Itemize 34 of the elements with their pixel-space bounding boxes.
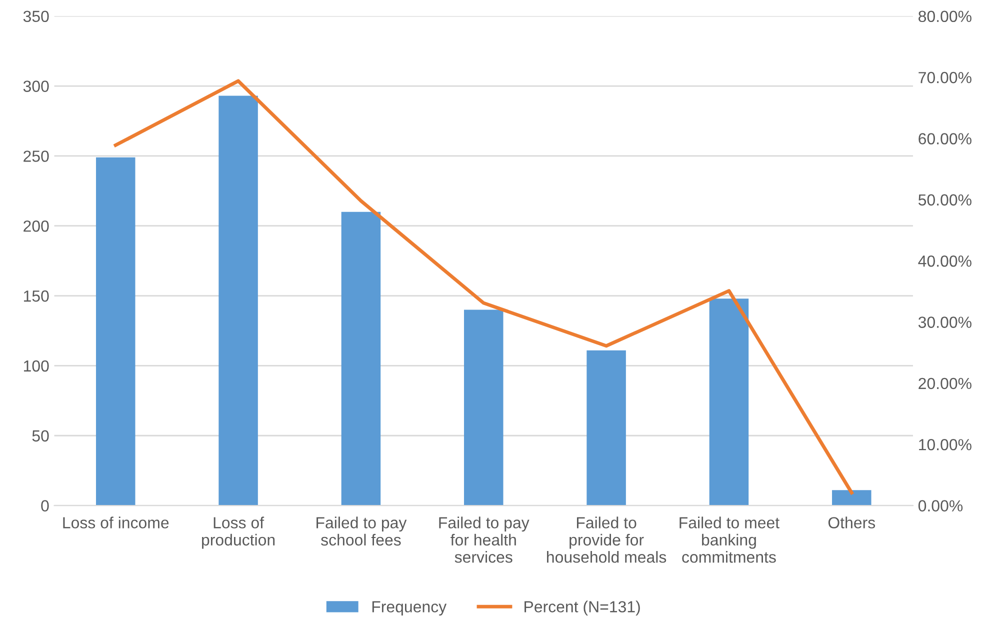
line-series xyxy=(114,79,854,494)
legend-label: Percent (N=131) xyxy=(524,600,640,616)
y2-tick-label: 50.00% xyxy=(918,194,972,206)
bar xyxy=(586,350,626,506)
y2-tick-label: 40.00% xyxy=(918,255,972,267)
y-tick-label: 350 xyxy=(23,10,49,22)
y2-tick-label: 60.00% xyxy=(918,133,972,144)
bar xyxy=(96,157,136,506)
bar xyxy=(464,310,504,506)
x-tick-label: Failed to pay school fees xyxy=(316,516,407,546)
y2-tick-label: 0.00% xyxy=(918,500,963,512)
x-tick-label: Failed to provide for household meals xyxy=(547,516,666,563)
bar xyxy=(341,212,381,506)
x-tick-label: Failed to pay for health services xyxy=(439,516,530,563)
bar xyxy=(218,96,258,506)
y-tick-label: 150 xyxy=(24,290,49,302)
y2-tick-label: 70.00% xyxy=(918,72,972,84)
bar xyxy=(709,298,749,506)
legend-label: Frequency xyxy=(372,601,447,616)
y2-tick-label: 80.00% xyxy=(918,10,972,22)
y-tick-label: 300 xyxy=(23,80,49,92)
y2-tick-label: 20.00% xyxy=(918,378,972,390)
x-tick-label: Others xyxy=(828,516,876,528)
bar xyxy=(832,490,872,506)
x-tick-label: Failed to meet banking commitments xyxy=(680,516,780,563)
y2-tick-label: 10.00% xyxy=(919,438,972,450)
x-tick-label: Loss of production xyxy=(202,516,275,549)
y-tick-label: 50 xyxy=(32,430,49,442)
y2-tick-label: 30.00% xyxy=(918,316,972,328)
x-tick-label: Loss of income xyxy=(63,516,169,528)
y-tick-label: 200 xyxy=(24,220,49,232)
y-tick-label: 0 xyxy=(41,500,49,512)
y-tick-label: 250 xyxy=(24,150,49,162)
y-tick-label: 100 xyxy=(24,360,49,372)
